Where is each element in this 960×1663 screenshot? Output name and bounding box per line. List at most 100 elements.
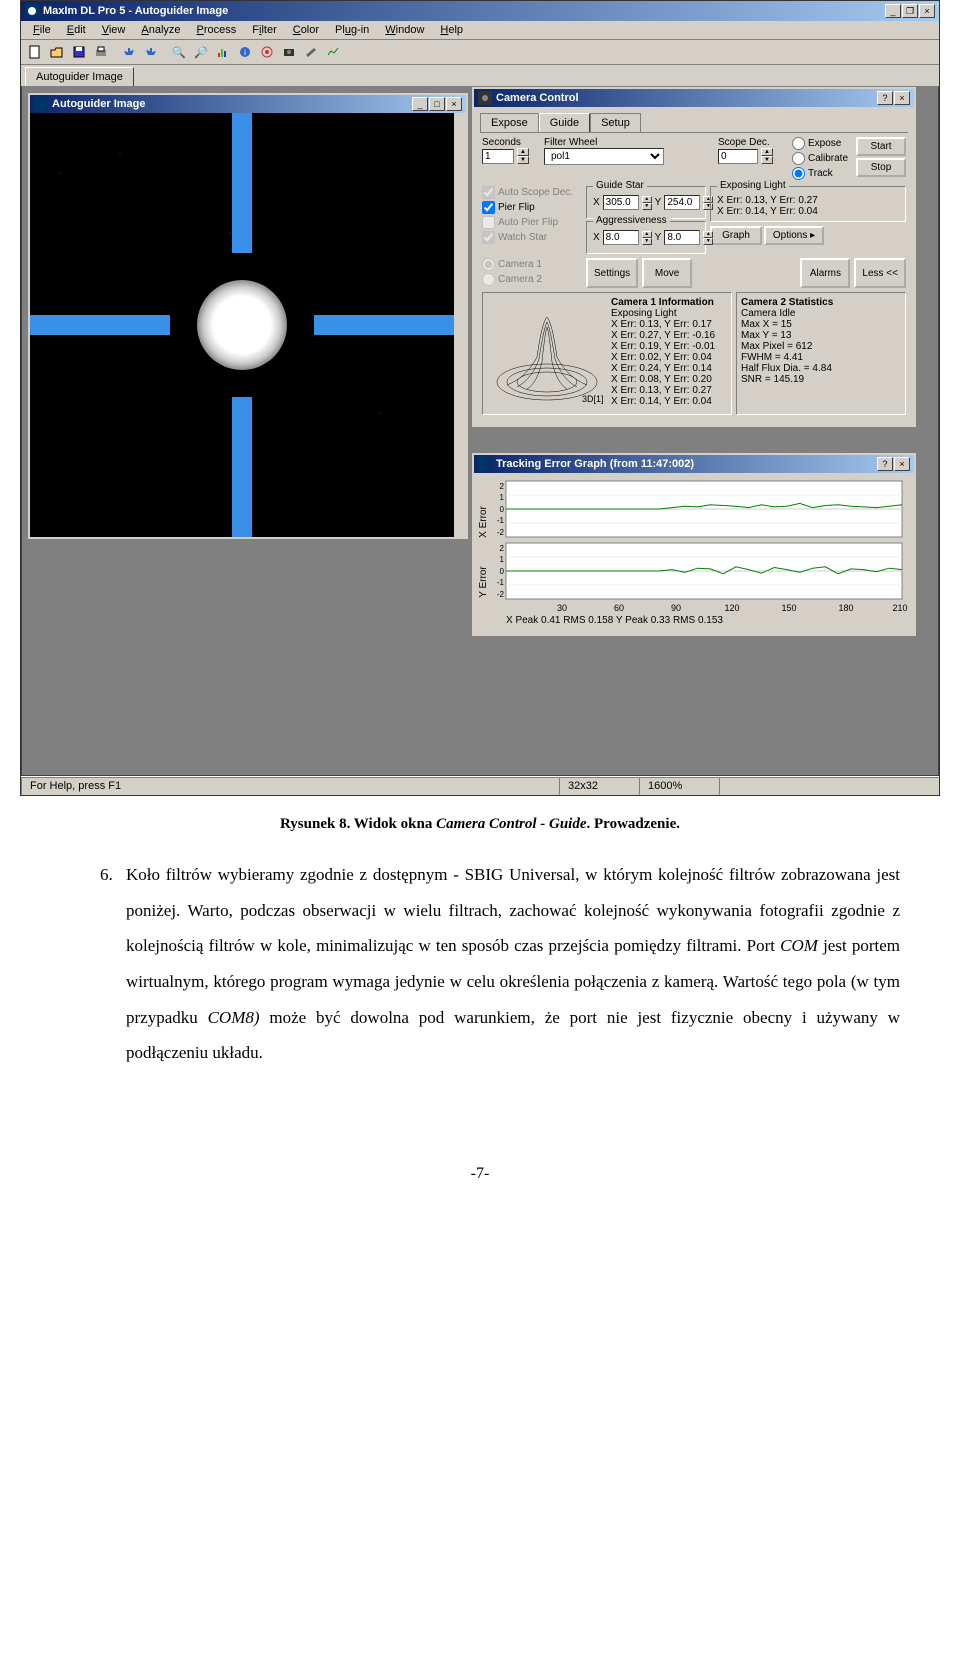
menu-filter[interactable]: Filter	[244, 22, 284, 38]
mode-track-radio[interactable]: Track	[792, 167, 852, 180]
close-button[interactable]: ×	[919, 4, 935, 18]
guide-star-blob	[197, 280, 287, 370]
tool-zoom-in-icon[interactable]: 🔍	[169, 42, 189, 62]
tool-telescope-icon[interactable]	[301, 42, 321, 62]
svg-text:210: 210	[892, 603, 907, 613]
tool-print-icon[interactable]	[91, 42, 111, 62]
gs-x-down[interactable]: ▼	[642, 203, 652, 210]
svg-text:90: 90	[671, 603, 681, 613]
autoguider-title: Autoguider Image	[52, 98, 412, 110]
filter-wheel-select[interactable]: pol1	[544, 148, 664, 165]
aggressiveness-label: Aggressiveness	[593, 215, 670, 226]
list-content: Koło filtrów wybieramy zgodnie z dostępn…	[126, 857, 900, 1071]
tool-open-icon[interactable]	[47, 42, 67, 62]
camera-control-help-button[interactable]: ?	[877, 91, 893, 105]
start-button[interactable]: Start	[856, 137, 906, 156]
autoguider-window: Autoguider Image _ □ ×	[28, 93, 468, 539]
cam2-line-3: Max Pixel = 612	[741, 341, 901, 352]
pier-flip-checkbox[interactable]: Pier Flip	[482, 201, 582, 214]
mode-expose-radio[interactable]: Expose	[792, 137, 852, 150]
x-error-label: X Error	[478, 505, 489, 537]
tool-save-icon[interactable]	[69, 42, 89, 62]
settings-button[interactable]: Settings	[586, 258, 638, 288]
agg-x-down[interactable]: ▼	[642, 238, 652, 245]
cam1-line-5: X Err: 0.24, Y Err: 0.14	[611, 363, 715, 374]
tracking-footer: X Peak 0.41 RMS 0.158 Y Peak 0.33 RMS 0.…	[506, 615, 723, 626]
mode-calibrate-radio[interactable]: Calibrate	[792, 152, 852, 165]
menu-color[interactable]: Color	[285, 22, 327, 38]
guide-star-x-input[interactable]	[603, 195, 639, 210]
camera-control-panel: Expose Guide Setup Seconds ▲	[474, 107, 914, 425]
body-italic-2: COM8)	[208, 1008, 260, 1027]
menu-analyze[interactable]: Analyze	[133, 22, 188, 38]
y-error-label: Y Error	[478, 566, 489, 598]
restore-button[interactable]: ❐	[902, 4, 918, 18]
svg-text:-1: -1	[497, 516, 505, 525]
tab-guide[interactable]: Guide	[539, 113, 590, 132]
cam1-line-4: X Err: 0.02, Y Err: 0.04	[611, 352, 715, 363]
gs-x-up[interactable]: ▲	[642, 196, 652, 203]
tool-undo-icon[interactable]	[119, 42, 139, 62]
agg-y-up[interactable]: ▲	[703, 231, 713, 238]
menu-window[interactable]: Window	[377, 22, 432, 38]
less-button[interactable]: Less <<	[854, 258, 906, 288]
scope-dec-input[interactable]	[718, 149, 758, 164]
tab-expose[interactable]: Expose	[480, 113, 539, 132]
move-button[interactable]: Move	[642, 258, 692, 288]
cam1-line-3: X Err: 0.19, Y Err: -0.01	[611, 341, 715, 352]
tab-setup[interactable]: Setup	[590, 113, 641, 132]
status-zoom: 1600%	[639, 777, 719, 795]
cam2-line-4: FWHM = 4.41	[741, 352, 901, 363]
alarms-button[interactable]: Alarms	[800, 258, 850, 288]
tool-camera-icon[interactable]	[279, 42, 299, 62]
tool-zoom-out-icon[interactable]: 🔎	[191, 42, 211, 62]
autoguider-close-button[interactable]: ×	[446, 97, 462, 111]
scope-dec-up-button[interactable]: ▲	[761, 148, 773, 156]
camera-control-title: Camera Control	[496, 92, 877, 104]
tool-info-icon[interactable]: i	[235, 42, 255, 62]
tool-graph-icon[interactable]	[323, 42, 343, 62]
menu-view[interactable]: View	[94, 22, 134, 38]
stop-button[interactable]: Stop	[856, 158, 906, 177]
tool-redo-icon[interactable]	[141, 42, 161, 62]
body-italic-1: COM	[780, 936, 818, 955]
seconds-input[interactable]	[482, 149, 514, 164]
app-icon	[25, 4, 39, 18]
exp-line-1: X Err: 0.13, Y Err: 0.27	[717, 195, 899, 206]
autoguider-minimize-button[interactable]: _	[412, 97, 428, 111]
crosshair-top	[232, 113, 252, 253]
seconds-up-button[interactable]: ▲	[517, 148, 529, 156]
mdi-workspace: Autoguider Image _ □ × Camera Control	[21, 86, 939, 776]
svg-text:180: 180	[838, 603, 853, 613]
menu-file[interactable]: File	[25, 22, 59, 38]
autoguider-icon	[34, 97, 48, 111]
menu-help[interactable]: Help	[432, 22, 471, 38]
tracking-graph-help-button[interactable]: ?	[877, 457, 893, 471]
autoguider-maximize-button[interactable]: □	[429, 97, 445, 111]
page-number: -7-	[0, 1165, 960, 1183]
tool-histogram-icon[interactable]	[213, 42, 233, 62]
cam1-info-title: Camera 1 Information	[611, 297, 715, 308]
graph-button[interactable]: Graph	[710, 226, 762, 245]
status-help: For Help, press F1	[21, 777, 559, 795]
guide-star-y-input[interactable]	[664, 195, 700, 210]
agg-y-down[interactable]: ▼	[703, 238, 713, 245]
cam1-line-6: X Err: 0.08, Y Err: 0.20	[611, 374, 715, 385]
seconds-down-button[interactable]: ▼	[517, 156, 529, 164]
tracking-graph-close-button[interactable]: ×	[894, 457, 910, 471]
options-button[interactable]: Options ▸	[764, 226, 824, 245]
scope-dec-down-button[interactable]: ▼	[761, 156, 773, 164]
agg-x-up[interactable]: ▲	[642, 231, 652, 238]
menu-plugin[interactable]: Plug-in	[327, 22, 377, 38]
minimize-button[interactable]: _	[885, 4, 901, 18]
tool-focus-icon[interactable]	[257, 42, 277, 62]
agg-x-input[interactable]	[603, 230, 639, 245]
menu-process[interactable]: Process	[189, 22, 245, 38]
tab-autoguider[interactable]: Autoguider Image	[25, 67, 134, 86]
svg-text:i: i	[244, 48, 246, 57]
agg-y-input[interactable]	[664, 230, 700, 245]
tool-new-icon[interactable]	[25, 42, 45, 62]
camera-control-close-button[interactable]: ×	[894, 91, 910, 105]
menu-edit[interactable]: Edit	[59, 22, 94, 38]
main-statusbar: For Help, press F1 32x32 1600%	[21, 776, 939, 795]
